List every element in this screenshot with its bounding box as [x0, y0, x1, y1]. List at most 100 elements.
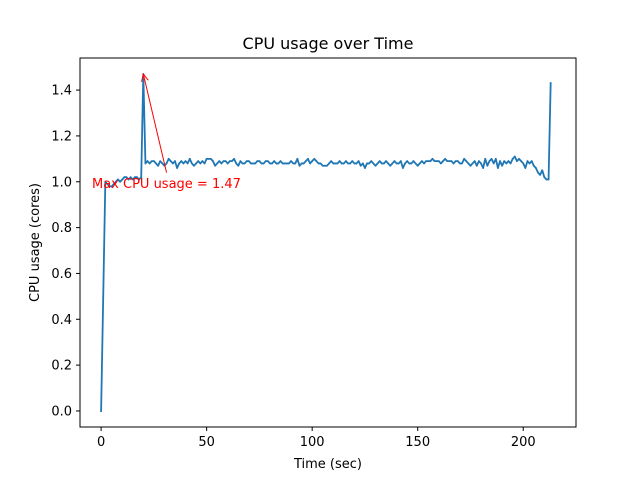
series-point [167, 157, 170, 160]
series-point [277, 162, 280, 165]
series-point [214, 164, 216, 167]
series-point [292, 162, 295, 165]
series-point [209, 157, 212, 160]
annotation-arrowhead [141, 72, 149, 82]
y-axis-ticks: 0.0 0.2 0.4 0.6 0.8 1.0 1.2 1.4 [51, 84, 80, 419]
annotation-layer: Max CPU usage = 1.47 [92, 72, 241, 192]
series-point [448, 160, 451, 163]
series-point [376, 162, 379, 165]
x-axis-label: Time (sec) [293, 457, 362, 472]
series-point [503, 160, 506, 163]
series-point [545, 178, 548, 181]
series-point [397, 162, 400, 165]
series-point [393, 160, 396, 163]
series-point [402, 167, 404, 169]
series-layer [100, 73, 552, 412]
series-point [110, 185, 113, 188]
series-point [309, 162, 311, 165]
series-point [549, 82, 552, 85]
series-point [412, 160, 415, 163]
series-point [427, 160, 430, 163]
series-point [237, 164, 240, 167]
series-point [302, 162, 305, 165]
series-point [212, 160, 214, 163]
series-point [264, 160, 267, 163]
series-point [328, 162, 330, 165]
x-tick-label: 200 [511, 435, 536, 450]
series-point [271, 162, 273, 165]
series-point [228, 160, 231, 163]
series-point [469, 164, 472, 167]
x-tick-label: 0 [97, 435, 105, 450]
series-point [104, 180, 107, 183]
series-point [380, 162, 383, 165]
series-point [364, 167, 366, 169]
series-point [463, 157, 466, 160]
series-point [231, 160, 233, 163]
series-point [197, 160, 200, 163]
series-point [535, 167, 537, 169]
series-point [100, 410, 103, 412]
series-point [461, 162, 463, 165]
series-point [387, 162, 390, 165]
series-point [304, 160, 307, 163]
series-point [125, 176, 128, 179]
series-point [338, 160, 341, 163]
series-point [258, 160, 261, 163]
series-point [391, 162, 394, 165]
series-point [404, 162, 406, 165]
series-point [385, 160, 387, 163]
series-point [148, 162, 151, 165]
series-point [547, 178, 550, 181]
series-point [174, 160, 176, 163]
series-point [165, 162, 168, 165]
series-point [300, 162, 303, 165]
series-point [378, 160, 381, 163]
series-point [372, 162, 375, 165]
series-point [159, 160, 162, 163]
series-point [203, 162, 206, 165]
series-point [123, 176, 126, 179]
series-point [507, 160, 510, 163]
series-point [497, 167, 499, 169]
series-point [383, 162, 385, 165]
series-point [452, 162, 455, 165]
series-point [537, 171, 539, 174]
y-tick-label: 0.8 [51, 221, 72, 236]
series-point [146, 160, 149, 163]
series-point [239, 160, 242, 163]
series-point [201, 160, 204, 163]
series-point [250, 162, 252, 165]
series-point [222, 160, 225, 163]
series-point [484, 157, 487, 160]
series-point [395, 162, 398, 165]
series-point [188, 157, 191, 160]
series-point [112, 183, 115, 185]
series-point [152, 160, 155, 163]
series-point [243, 162, 246, 165]
y-tick-label: 1.4 [51, 84, 72, 99]
series-point [220, 162, 223, 165]
series-point [421, 160, 423, 163]
series-point [425, 160, 428, 163]
series-point [446, 160, 449, 163]
series-point [524, 167, 527, 169]
series-point [190, 162, 193, 165]
series-point [319, 162, 322, 165]
series-point [416, 164, 419, 167]
series-point [486, 164, 489, 167]
series-point [205, 157, 208, 160]
y-tick-label: 0.2 [51, 359, 72, 374]
series-point [459, 162, 461, 165]
series-point [279, 160, 282, 163]
series-point [353, 162, 356, 165]
series-point [281, 162, 284, 165]
series-point [169, 160, 172, 163]
series-point [442, 160, 444, 163]
series-point [408, 162, 411, 165]
series-point [313, 157, 316, 160]
series-point [323, 164, 326, 167]
plot-frame [79, 57, 577, 428]
series-point [266, 160, 269, 163]
